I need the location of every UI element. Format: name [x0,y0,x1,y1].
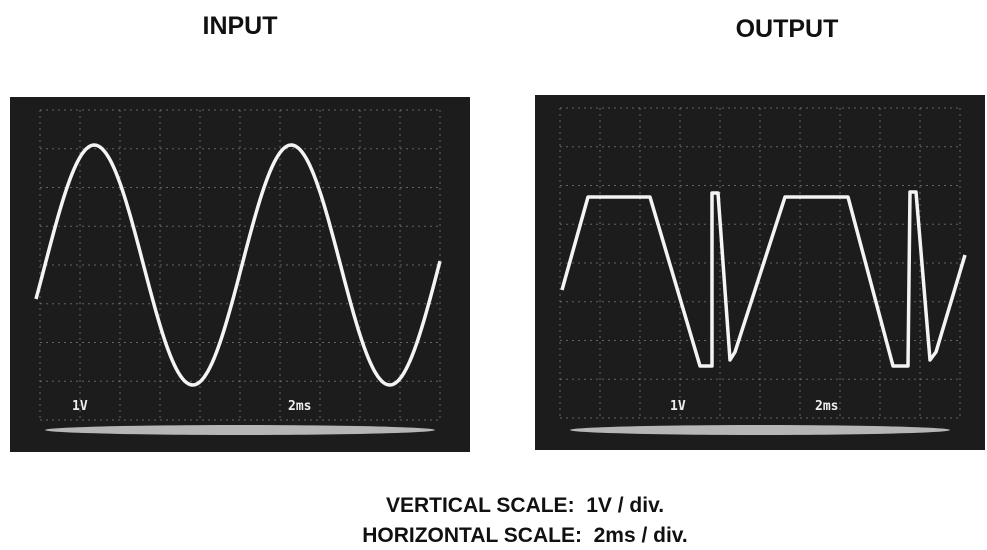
vertical-scale: VERTICAL SCALE: 1V / div. [386,494,664,517]
horizontal-scale: HORIZONTAL SCALE: 2ms / div. [362,524,688,547]
output-title: OUTPUT [736,15,839,43]
figure: INPUT OUTPUT 1V 2ms 1V 2ms VERTICAL SCAL… [0,0,987,550]
trace-glow [570,425,950,435]
time-label: 2ms [815,399,838,414]
input-scope: 1V 2ms [10,97,470,452]
time-label: 2ms [288,399,311,414]
input-title: INPUT [203,12,278,40]
output-scope: 1V 2ms [535,95,985,450]
trace-glow [45,425,435,435]
volts-label: 1V [72,399,88,414]
volts-label: 1V [670,399,686,414]
